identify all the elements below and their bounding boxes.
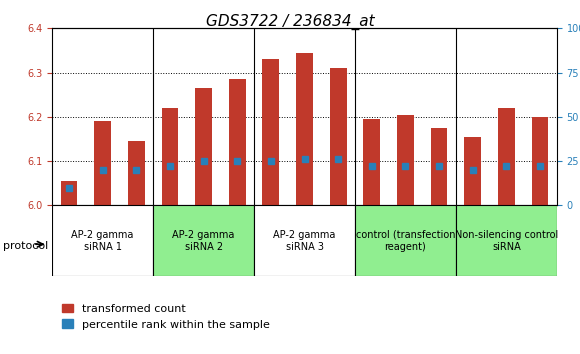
Bar xyxy=(94,121,111,205)
Bar xyxy=(355,205,456,276)
Bar xyxy=(363,119,380,205)
Bar xyxy=(128,141,145,205)
Bar xyxy=(498,108,515,205)
Bar xyxy=(254,205,355,276)
Bar xyxy=(430,128,448,205)
Bar xyxy=(52,205,153,276)
Text: AP-2 gamma
siRNA 3: AP-2 gamma siRNA 3 xyxy=(273,230,336,252)
Text: GDS3722 / 236834_at: GDS3722 / 236834_at xyxy=(206,14,374,30)
Text: control (transfection
reagent): control (transfection reagent) xyxy=(356,230,455,252)
Text: Non-silencing control
siRNA: Non-silencing control siRNA xyxy=(455,230,558,252)
Bar xyxy=(456,205,557,276)
Bar xyxy=(161,108,179,205)
Bar xyxy=(397,115,414,205)
Text: AP-2 gamma
siRNA 2: AP-2 gamma siRNA 2 xyxy=(172,230,235,252)
Bar xyxy=(229,79,246,205)
Bar xyxy=(195,88,212,205)
Bar xyxy=(532,117,549,205)
Bar xyxy=(296,53,313,205)
Bar xyxy=(329,68,346,205)
Bar xyxy=(262,59,280,205)
Text: protocol: protocol xyxy=(3,241,48,251)
Legend: transformed count, percentile rank within the sample: transformed count, percentile rank withi… xyxy=(58,299,274,334)
Text: AP-2 gamma
siRNA 1: AP-2 gamma siRNA 1 xyxy=(71,230,134,252)
Bar xyxy=(464,137,481,205)
Bar xyxy=(153,205,254,276)
Bar xyxy=(60,181,78,205)
